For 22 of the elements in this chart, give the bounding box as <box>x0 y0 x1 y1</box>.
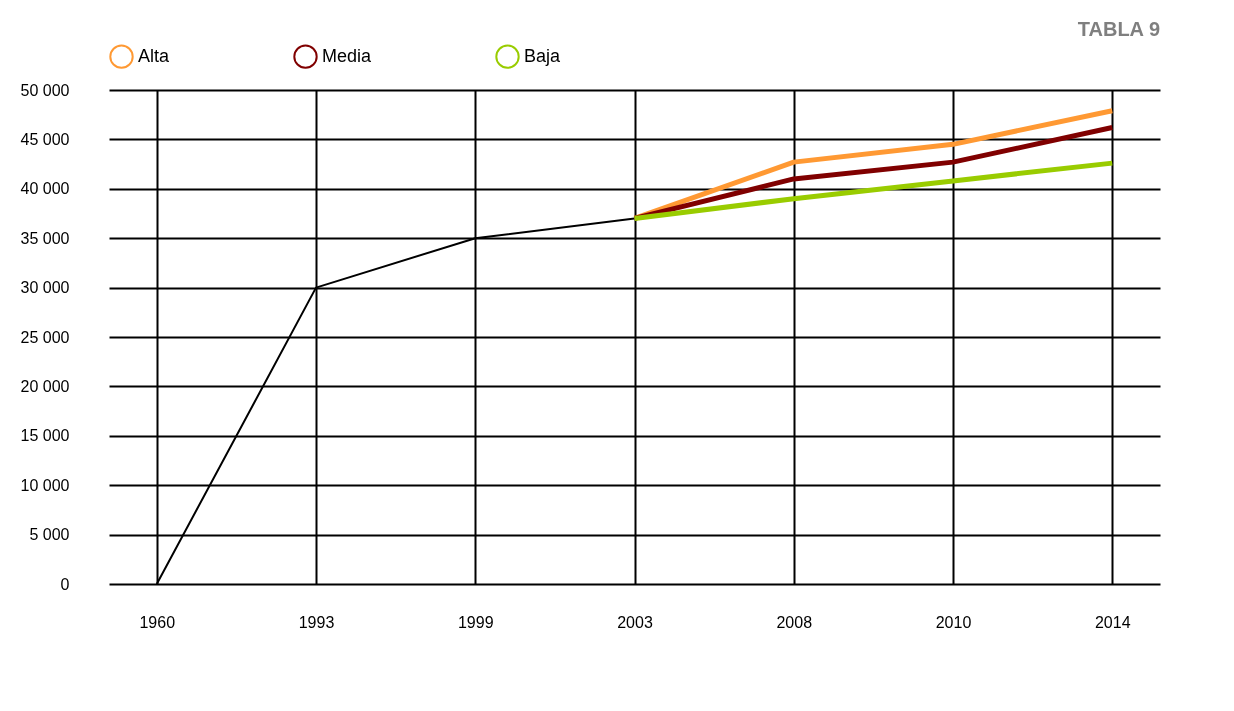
y-tick-label: 25 000 <box>20 328 70 346</box>
chart-title: TABLA 9 <box>1077 18 1160 40</box>
y-tick-label: 35 000 <box>20 229 70 247</box>
x-tick-label: 1960 <box>139 613 176 631</box>
x-tick-label: 1993 <box>298 613 335 631</box>
y-tick-label: 30 000 <box>20 279 70 297</box>
x-tick-label: 2003 <box>617 613 653 631</box>
y-tick-label: 40 000 <box>20 180 70 198</box>
x-tick-label: 2014 <box>1094 613 1131 631</box>
x-tick-label: 2008 <box>776 613 813 631</box>
x-tick-label: 2010 <box>935 613 972 631</box>
y-tick-label: 10 000 <box>20 476 70 494</box>
y-tick-label: 50 000 <box>20 81 70 99</box>
legend-label: Media <box>322 45 373 66</box>
legend-label: Alta <box>138 45 171 66</box>
x-tick-label: 1999 <box>457 613 494 631</box>
y-tick-label: 5 000 <box>29 526 70 544</box>
y-tick-label: 45 000 <box>20 130 70 148</box>
y-tick-label: 0 <box>60 575 70 593</box>
legend-label: Baja <box>524 45 562 66</box>
y-tick-label: 20 000 <box>20 377 70 395</box>
y-tick-label: 15 000 <box>20 427 70 445</box>
